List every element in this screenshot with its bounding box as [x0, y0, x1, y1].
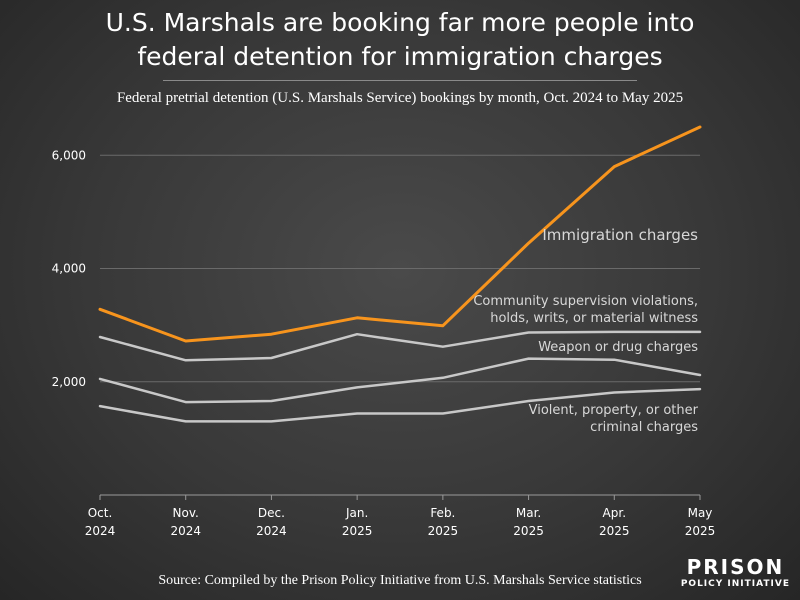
y-tick-label: 6,000: [52, 148, 86, 162]
series-label-0: Immigration charges: [542, 226, 698, 244]
prison-policy-initiative-logo: PRISON POLICY INITIATIVE: [681, 556, 790, 590]
chart-subtitle: Federal pretrial detention (U.S. Marshal…: [116, 90, 684, 106]
series-label-3: Violent, property, or other criminal char…: [529, 403, 699, 435]
chart-title-line-2: federal detention for immigration charge…: [137, 42, 663, 71]
source-note: Source: Compiled by the Prison Policy In…: [158, 573, 642, 588]
series-label-1: Community supervision violations, holds, …: [473, 294, 698, 326]
series-line-0: [98, 125, 702, 343]
x-tick-label: May 2025: [685, 506, 716, 538]
x-tick-label: Dec. 2024: [256, 506, 287, 538]
x-tick-label: Oct. 2024: [85, 506, 116, 538]
chart-title-line-1: U.S. Marshals are booking far more peopl…: [105, 8, 695, 37]
x-tick-label: Feb. 2025: [428, 506, 459, 538]
x-tick-label: Jan. 2025: [342, 506, 373, 538]
logo-line-1: PRISON: [686, 555, 785, 579]
y-tick-label: 4,000: [52, 262, 86, 276]
logo-line-2: POLICY INITIATIVE: [680, 579, 790, 589]
x-tick-label: Mar. 2025: [513, 506, 544, 538]
y-tick-label: 2,000: [52, 375, 86, 389]
series-line-3: [98, 387, 702, 423]
x-tick-label: Nov. 2024: [170, 506, 201, 538]
series-line-2: [98, 357, 702, 404]
x-tick-label: Apr. 2025: [599, 506, 630, 538]
chart-title: U.S. Marshals are booking far more peopl…: [0, 6, 800, 74]
series-line-1: [98, 330, 702, 362]
series-label-2: Weapon or drug charges: [538, 340, 698, 355]
title-divider: [163, 80, 637, 81]
